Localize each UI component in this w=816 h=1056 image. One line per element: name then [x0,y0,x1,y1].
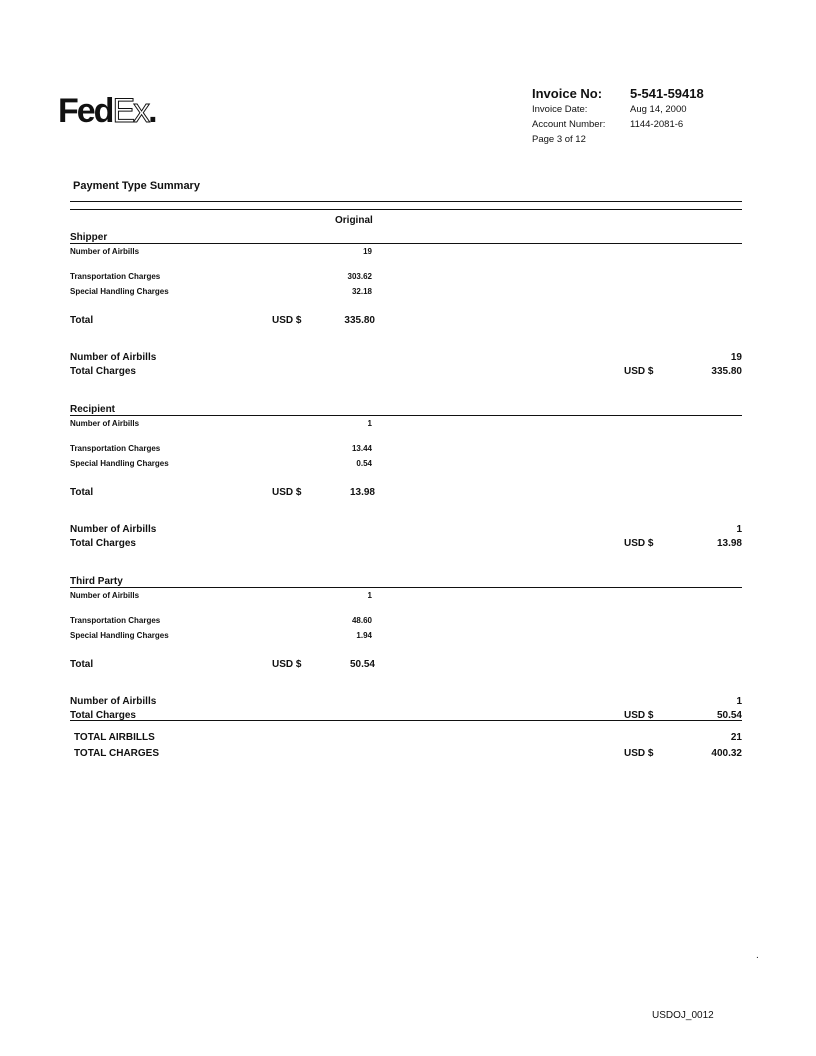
total-currency: USD $ [272,487,302,498]
transport-label: Transportation Charges [70,616,161,625]
special-label: Special Handling Charges [70,631,169,640]
column-header-original: Original [335,215,373,226]
airbills-label: Number of Airbills [70,419,140,428]
total-charges: 400.32 [711,748,742,759]
invoice-date: Aug 14, 2000 [630,104,687,115]
account-number: 1144-2081-6 [630,119,684,130]
special-value: 32.18 [351,287,372,296]
total-charges-label: TOTAL CHARGES [74,748,160,759]
transport-value: 13.44 [351,444,372,453]
summary-airbills-label: Number of Airbills [70,524,157,535]
summary-airbills-label: Number of Airbills [70,696,157,707]
transport-label: Transportation Charges [70,272,161,281]
summary-airbills: 19 [730,352,742,363]
total-value: 13.98 [349,487,375,498]
divider [70,209,742,210]
special-label: Special Handling Charges [70,287,169,296]
section-title: Recipient [70,404,116,415]
invoice-date-label: Invoice Date: [532,104,588,115]
total-value: 335.80 [344,315,375,326]
summary-charges: 13.98 [716,538,742,549]
invoice-no-label: Invoice No: [532,86,603,101]
page-number: Page 3 of 12 [532,134,586,145]
total-value: 50.54 [349,659,375,670]
summary-charges: 335.80 [711,366,742,377]
total-currency: USD $ [272,659,302,670]
total-label: Total [70,487,94,498]
total-label: Total [70,315,94,326]
airbills-label: Number of Airbills [70,591,140,600]
total-currency: USD $ [272,315,302,326]
section-title: Third Party [70,576,123,587]
section-title: Shipper [70,232,108,243]
total-airbills-label: TOTAL AIRBILLS [74,732,155,743]
bates-number: USDOJ_0012 [652,1010,714,1021]
summary-charges-label: Total Charges [70,538,136,549]
transport-value: 48.60 [351,616,372,625]
airbills-value: 1 [367,419,372,428]
account-label: Account Number: [532,119,606,130]
total-airbills: 21 [730,732,742,743]
transport-label: Transportation Charges [70,444,161,453]
airbills-value: 1 [367,591,372,600]
page-title: Payment Type Summary [73,180,200,192]
section-divider [70,415,742,416]
summary-charges: 50.54 [716,710,742,721]
summary-airbills: 1 [736,696,742,707]
section-divider [70,587,742,588]
special-value: 0.54 [356,459,372,468]
summary-currency: USD $ [624,366,654,377]
summary-currency: USD $ [624,538,654,549]
airbills-value: 19 [363,247,372,256]
summary-airbills-label: Number of Airbills [70,352,157,363]
total-currency: USD $ [624,748,654,759]
summary-charges-label: Total Charges [70,366,136,377]
transport-value: 303.62 [347,272,372,281]
summary-currency: USD $ [624,710,654,721]
fedex-logo: FedEx. [58,92,158,131]
divider [70,720,742,721]
special-value: 1.94 [356,631,372,640]
airbills-label: Number of Airbills [70,247,140,256]
dot-mark: . [756,950,759,961]
summary-charges-label: Total Charges [70,710,136,721]
section-divider [70,243,742,244]
total-label: Total [70,659,94,670]
special-label: Special Handling Charges [70,459,169,468]
summary-airbills: 1 [736,524,742,535]
divider [70,201,742,202]
invoice-no: 5-541-59418 [630,86,704,101]
